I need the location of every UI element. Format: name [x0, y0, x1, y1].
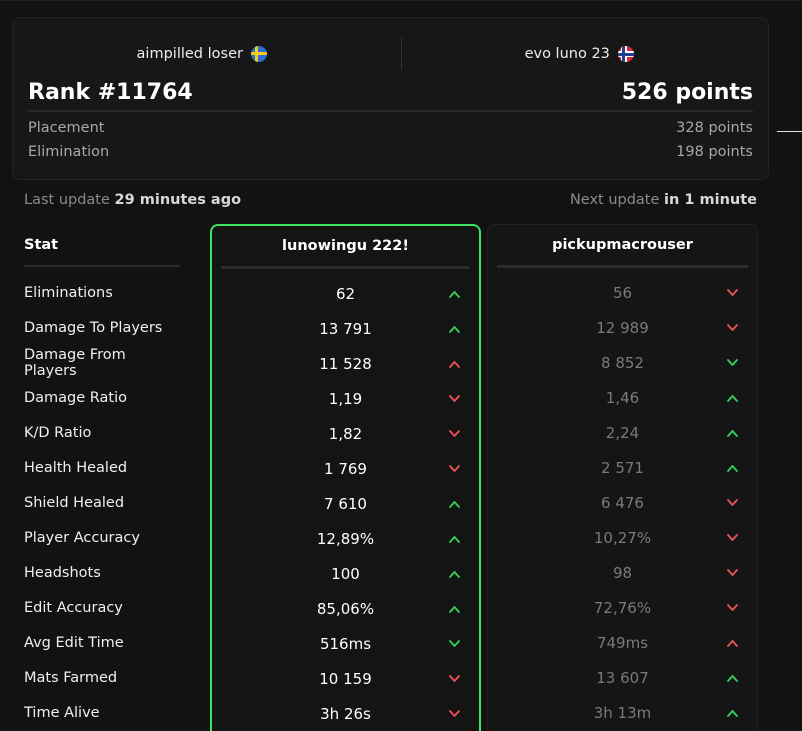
player-1[interactable]: aimpilled loser	[13, 38, 391, 70]
player-1-name: aimpilled loser	[136, 46, 243, 62]
stat-value-a: 100	[331, 565, 360, 583]
sweden-flag-icon	[250, 46, 267, 62]
stat-value-a: 62	[335, 285, 356, 303]
edge-marker	[777, 131, 802, 132]
stat-label: Health Healed	[24, 460, 128, 476]
last-update: Last update 29 minutes ago	[24, 192, 242, 208]
player-2-name: evo luno 23	[524, 46, 610, 62]
stat-label: Mats Farmed	[24, 670, 118, 686]
stat-label: Damage From Players	[24, 347, 126, 379]
stat-column-header: Stat	[24, 224, 180, 267]
chevron-down-icon	[447, 669, 461, 689]
stat-value-b: 2,24	[605, 424, 640, 442]
elimination-label: Elimination	[28, 144, 110, 160]
stat-label: Player Accuracy	[24, 530, 140, 546]
stat-value-b: 1,46	[605, 389, 640, 407]
stat-value-b: 13 607	[596, 669, 649, 687]
chevron-up-icon	[725, 423, 739, 443]
stat-value-a: 13 791	[319, 320, 372, 338]
stat-label: Damage To Players	[24, 320, 163, 336]
chevron-up-icon	[447, 564, 461, 584]
next-update: Next update in 1 minute	[569, 192, 757, 208]
stat-value-a: 1,82	[328, 425, 363, 443]
player-b-header[interactable]: pickupmacrouser	[497, 225, 748, 268]
stat-label: Shield Healed	[24, 495, 125, 511]
stat-value-b: 8 852	[601, 354, 644, 372]
chevron-down-icon	[447, 424, 461, 444]
top-divider	[0, 0, 802, 1]
chevron-up-icon	[447, 284, 461, 304]
stat-value-b: 6 476	[601, 494, 644, 512]
stat-value-a: 85,06%	[316, 600, 375, 618]
elimination-row: Elimination 198 points	[28, 141, 753, 163]
chevron-up-icon	[725, 703, 739, 723]
chevron-up-icon	[447, 319, 461, 339]
chevron-down-icon	[725, 598, 739, 618]
team-card: aimpilled loser evo luno 23 Rank #11764 …	[12, 17, 769, 180]
chevron-up-icon	[725, 633, 739, 653]
chevron-down-icon	[725, 493, 739, 513]
chevron-up-icon	[447, 529, 461, 549]
stat-value-b: 12 989	[596, 319, 649, 337]
stat-value-b: 2 571	[601, 459, 644, 477]
stat-value-a: 11 528	[319, 355, 372, 373]
stat-value-a: 1,19	[328, 390, 363, 408]
stat-label: Damage Ratio	[24, 390, 128, 406]
chevron-down-icon	[725, 563, 739, 583]
rank-row: Rank #11764 526 points	[28, 76, 753, 108]
update-info: Last update 29 minutes ago Next update i…	[24, 189, 757, 211]
stat-value-b: 98	[612, 564, 633, 582]
stat-value-b: 56	[612, 284, 633, 302]
chevron-up-icon	[725, 458, 739, 478]
stat-value-a: 516ms	[319, 635, 372, 653]
chevron-down-icon	[725, 353, 739, 373]
stat-value-b: 749ms	[596, 634, 649, 652]
stat-label: K/D Ratio	[24, 425, 92, 441]
stat-value-a: 12,89%	[316, 530, 375, 548]
chevron-down-icon	[725, 528, 739, 548]
stat-labels-column: Stat Eliminations Damage To Players Damage…	[24, 224, 180, 721]
player-a-column: lunowingu 222! 62 13 791 11 528 1,19 1,82 1 7…	[210, 224, 481, 731]
stat-value-b: 72,76%	[593, 599, 652, 617]
rank-divider	[28, 110, 753, 112]
chevron-up-icon	[725, 388, 739, 408]
player-2[interactable]: evo luno 23	[391, 38, 769, 70]
chevron-down-icon	[725, 283, 739, 303]
team-rank: Rank #11764	[28, 79, 193, 105]
stat-value-a: 7 610	[324, 495, 367, 513]
chevron-down-icon	[447, 704, 461, 724]
chevron-up-icon	[447, 494, 461, 514]
chevron-down-icon	[447, 634, 461, 654]
stat-value-b: 3h 13m	[593, 704, 652, 722]
stat-value-a: 1 769	[324, 460, 367, 478]
chevron-up-icon	[447, 354, 461, 374]
norway-flag-icon	[617, 46, 634, 62]
stat-label: Time Alive	[24, 705, 100, 721]
placement-row: Placement 328 points	[28, 117, 753, 139]
chevron-down-icon	[447, 459, 461, 479]
stat-value-b: 10,27%	[593, 529, 652, 547]
team-players: aimpilled loser evo luno 23	[13, 38, 768, 70]
elimination-value: 198 points	[676, 144, 753, 160]
chevron-up-icon	[725, 668, 739, 688]
stat-label: Headshots	[24, 565, 101, 581]
stat-value-a: 3h 26s	[320, 705, 371, 723]
stat-value-a: 10 159	[319, 670, 372, 688]
stat-label: Edit Accuracy	[24, 600, 123, 616]
player-a-header[interactable]: lunowingu 222!	[221, 226, 470, 269]
chevron-up-icon	[447, 599, 461, 619]
chevron-down-icon	[725, 318, 739, 338]
team-points: 526 points	[621, 79, 753, 105]
stat-label: Avg Edit Time	[24, 635, 124, 651]
stat-label: Eliminations	[24, 285, 113, 301]
players-divider	[401, 38, 402, 70]
player-b-column: pickupmacrouser 56 12 989 8 852 1,46 2,24 2 5…	[487, 224, 758, 731]
placement-label: Placement	[28, 120, 105, 136]
placement-value: 328 points	[676, 120, 753, 136]
chevron-down-icon	[447, 389, 461, 409]
